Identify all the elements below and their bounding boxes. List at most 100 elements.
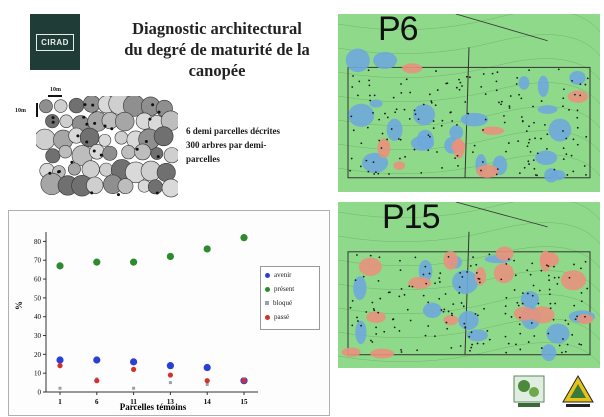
crown-circle xyxy=(68,97,85,114)
tree-dot xyxy=(357,94,359,97)
tree-dot xyxy=(458,286,461,289)
tree-dot xyxy=(521,120,524,123)
tree-dot xyxy=(400,287,403,290)
tree-dot xyxy=(438,281,441,283)
tree-dot xyxy=(572,170,575,173)
tree-dot xyxy=(427,149,430,152)
legend-item-avenir: avenir xyxy=(265,271,292,279)
stem-dot xyxy=(51,120,55,124)
tree-dot xyxy=(562,97,565,100)
tree-dot xyxy=(463,322,466,325)
plot-boundary xyxy=(347,66,591,179)
tree-dot xyxy=(428,272,431,275)
x-tick-label: 14 xyxy=(204,398,212,406)
stem-dot xyxy=(157,110,161,114)
stem-dot xyxy=(92,149,96,153)
partner-logo-map-icon xyxy=(513,375,545,407)
tree-dot xyxy=(571,333,574,336)
stem-dot xyxy=(85,140,89,144)
tree-dot xyxy=(526,269,529,272)
crown-circle xyxy=(98,133,112,147)
crown-circle xyxy=(134,143,151,161)
canopy-patch-blue xyxy=(541,344,557,362)
tree-dot xyxy=(528,125,530,128)
tree-dot xyxy=(362,275,365,278)
tree-dot xyxy=(371,341,374,343)
partner-logo-mountain-icon xyxy=(562,374,594,407)
tree-dot xyxy=(447,255,450,258)
point-bloque xyxy=(132,386,136,390)
x-tick-label: 1 xyxy=(58,398,62,406)
tree-dot xyxy=(350,115,353,118)
cirad-logo: CIRAD xyxy=(30,14,80,70)
tree-dot xyxy=(518,93,520,96)
tree-dot xyxy=(554,302,557,305)
tree-dot xyxy=(374,171,377,174)
tree-dot xyxy=(500,103,502,106)
tree-dot xyxy=(372,111,374,114)
scale-horizontal-bar xyxy=(48,95,62,97)
canopy-patch-blue xyxy=(416,129,434,150)
y-tick-label: 50 xyxy=(34,294,42,302)
tree-dot xyxy=(508,105,511,108)
tree-dot xyxy=(498,101,500,104)
tree-dot xyxy=(408,285,411,288)
point-passe xyxy=(94,378,100,384)
tree-dot xyxy=(466,271,469,273)
y-tick-label: 30 xyxy=(34,332,42,340)
tree-dot xyxy=(413,109,416,112)
tree-dot xyxy=(520,116,523,118)
tree-dot xyxy=(510,316,513,318)
canopy-patch-red xyxy=(393,161,406,170)
tree-dot xyxy=(360,324,362,327)
y-tick-label: 70 xyxy=(34,257,42,265)
stem-dot xyxy=(99,153,103,157)
stem-dot xyxy=(91,103,95,107)
tree-dot xyxy=(399,157,401,160)
stem-dot xyxy=(76,134,80,138)
tree-dot xyxy=(495,173,498,176)
tree-dot xyxy=(375,333,378,335)
tree-dot xyxy=(383,330,386,333)
legend-marker-passe xyxy=(265,314,270,320)
tree-dot xyxy=(436,89,439,91)
tree-dot xyxy=(529,151,532,153)
tree-dot xyxy=(562,158,565,161)
map-road xyxy=(455,14,548,42)
tree-dot xyxy=(476,342,479,345)
tree-dot xyxy=(513,289,516,291)
canopy-patch-red xyxy=(577,314,594,325)
tree-dot xyxy=(375,326,377,329)
tree-dot xyxy=(500,100,503,103)
tree-dot xyxy=(400,351,403,353)
tree-dot xyxy=(519,316,521,319)
point-avenir xyxy=(56,356,64,364)
stem-dot xyxy=(116,193,120,197)
tree-dot xyxy=(568,276,571,279)
tree-dot xyxy=(553,168,556,171)
tree-dot xyxy=(484,93,487,96)
canopy-patch-red xyxy=(377,138,391,159)
tree-dot xyxy=(451,120,454,122)
canopy-patch-red xyxy=(474,267,487,286)
tree-dot xyxy=(457,164,459,167)
plot-divider xyxy=(464,47,470,178)
y-tick-label: 60 xyxy=(34,276,42,284)
tree-dot xyxy=(454,157,457,160)
tree-dot xyxy=(528,69,530,71)
tree-dot xyxy=(365,311,368,313)
tree-dot xyxy=(472,256,474,259)
plot-boundary xyxy=(347,251,591,356)
tree-dot xyxy=(422,273,425,276)
tree-dot xyxy=(450,346,453,349)
tree-dot xyxy=(584,83,587,86)
tree-dot xyxy=(394,111,397,114)
stem-dot xyxy=(57,169,61,173)
tree-dot xyxy=(533,167,536,170)
canopy-patch-blue xyxy=(535,150,558,166)
tree-dot xyxy=(548,293,551,296)
tree-dot xyxy=(403,108,406,111)
tree-dot xyxy=(464,326,467,329)
tree-dot xyxy=(576,126,579,129)
tree-dot xyxy=(351,86,354,88)
